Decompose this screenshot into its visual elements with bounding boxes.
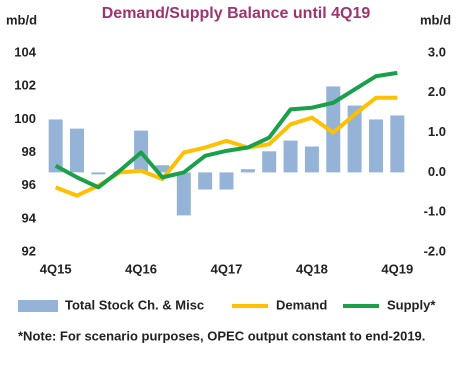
x-tick-label: 4Q15	[40, 261, 72, 276]
note: *Note: For scenario purposes, OPEC outpu…	[18, 328, 425, 343]
y2-tick-label: 3.0	[428, 44, 446, 59]
y-tick-label: 104	[14, 44, 36, 59]
x-tick-label: 4Q17	[211, 261, 243, 276]
bar	[326, 86, 341, 173]
y2-tick-label: 0.0	[428, 164, 446, 179]
y-tick-label: 96	[22, 177, 36, 192]
y-tick-label: 94	[22, 210, 37, 225]
bar	[48, 119, 63, 173]
legend-label: Demand	[276, 297, 327, 312]
x-tick-label: 4Q16	[125, 261, 157, 276]
y-axis-label: mb/d	[6, 12, 37, 27]
x-tick-label: 4Q18	[296, 261, 328, 276]
y2-axis-label: mb/d	[420, 12, 451, 27]
y2-tick-label: 1.0	[428, 124, 446, 139]
bar	[304, 146, 319, 173]
y-tick-label: 98	[22, 144, 36, 159]
bar	[390, 115, 405, 173]
legend-label: Total Stock Ch. & Misc	[65, 297, 204, 312]
bar	[283, 140, 298, 173]
line	[54, 70, 398, 190]
y-tick-label: 102	[14, 78, 36, 93]
bar	[198, 172, 213, 190]
y-tick-label: 100	[14, 111, 36, 126]
legend-label: Supply*	[387, 297, 436, 312]
y2-tick-label: -2.0	[424, 243, 446, 258]
bar	[70, 128, 85, 173]
bar	[368, 119, 383, 173]
bar	[262, 151, 277, 173]
y-tick-label: 92	[22, 243, 36, 258]
x-tick-label: 4Q19	[381, 261, 413, 276]
bar	[219, 172, 234, 190]
y2-tick-label: 2.0	[428, 84, 446, 99]
y2-tick-label: -1.0	[424, 204, 446, 219]
legend-swatch	[18, 300, 58, 312]
bar	[155, 165, 170, 173]
bar	[91, 172, 106, 175]
bar	[347, 105, 362, 173]
chart-title: Demand/Supply Balance until 4Q19	[102, 5, 371, 22]
bar	[240, 169, 255, 173]
bar	[176, 172, 191, 216]
